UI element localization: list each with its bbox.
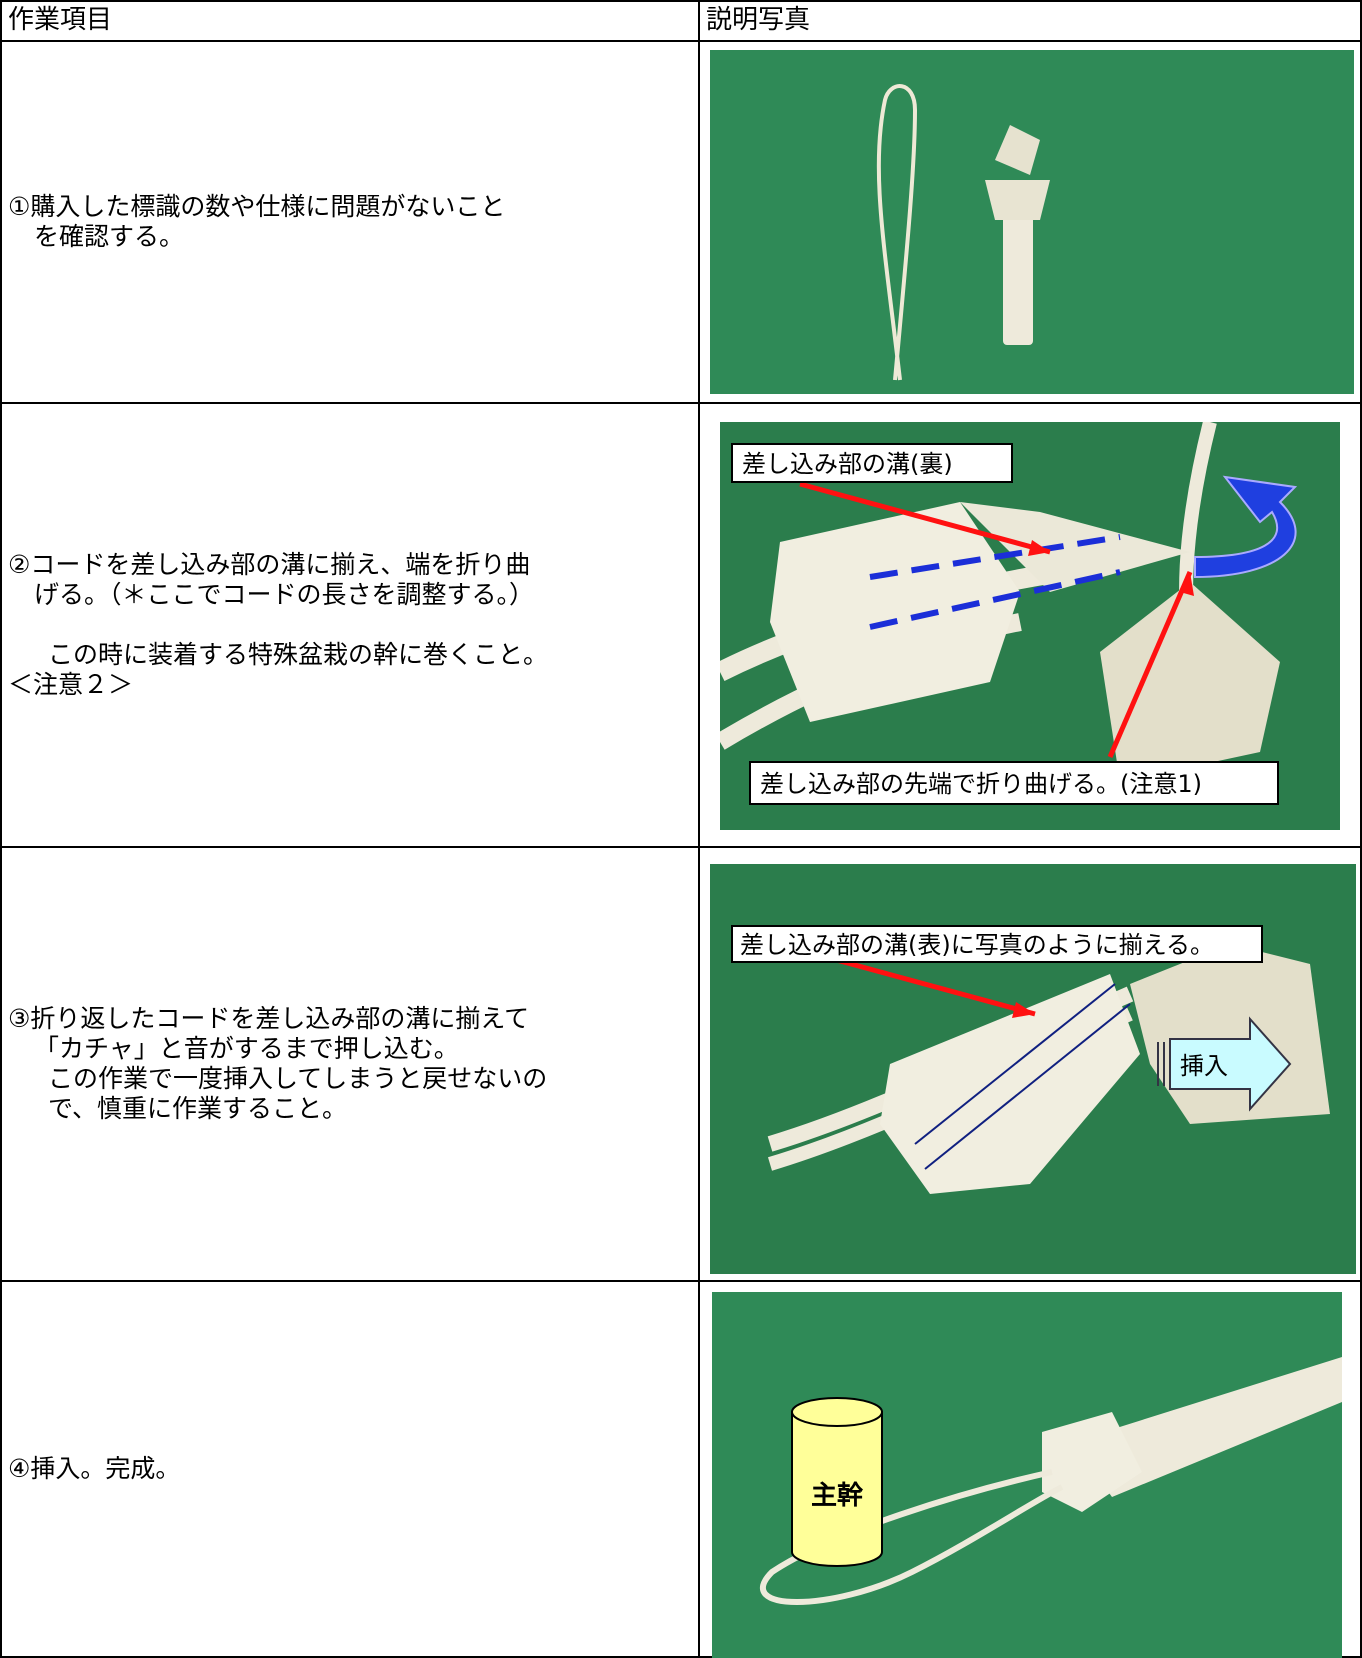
header-cell: 説明写真 — [698, 0, 1362, 42]
photo: 差し込み部の溝(裏) 差し込み部の先端で折り曲げる。(注意1) — [720, 422, 1340, 830]
text-cell: ③折り返したコードを差し込み部の溝に揃えて 「カチャ」と音がするまで押し込む。 … — [0, 846, 700, 1282]
text-line: ②コードを差し込み部の溝に揃え、端を折り曲 — [8, 550, 531, 579]
photo-label: 差し込み部の溝(表)に写真のように揃える。 — [740, 931, 1214, 959]
text-cell: ②コードを差し込み部の溝に揃え、端を折り曲 げる。（＊ここでコードの長さを調整す… — [0, 402, 700, 848]
photo-label: 挿入 — [1180, 1052, 1228, 1080]
header-cell: 作業項目 — [0, 0, 700, 42]
text-cell: ①購入した標識の数や仕様に問題がないこと を確認する。 — [0, 40, 700, 404]
text-line: で、慎重に作業すること。 — [48, 1094, 348, 1123]
text-line: ③折り返したコードを差し込み部の溝に揃えて — [8, 1004, 530, 1033]
photo-cell: 挿入 差し込み部の溝(表)に写真のように揃える。 — [698, 846, 1362, 1282]
photo: 挿入 差し込み部の溝(表)に写真のように揃える。 — [710, 864, 1356, 1274]
photo-label: 主幹 — [811, 1481, 864, 1511]
photo-label: 差し込み部の先端で折り曲げる。(注意1) — [760, 770, 1202, 798]
text-line: ④挿入。完成。 — [8, 1454, 181, 1483]
photo-cell: 差し込み部の溝(裏) 差し込み部の先端で折り曲げる。(注意1) — [698, 402, 1362, 848]
text-cell: ④挿入。完成。 — [0, 1280, 700, 1658]
text-line: げる。（＊ここでコードの長さを調整する。） — [34, 580, 535, 609]
photo — [710, 50, 1354, 394]
text-line: 「カチャ」と音がするまで押し込む。 — [34, 1034, 459, 1063]
photo-cell: 主幹 — [698, 1280, 1362, 1658]
text-line: を確認する。 — [34, 222, 185, 251]
header: 説明写真 — [706, 5, 811, 35]
text-line: ①購入した標識の数や仕様に問題がないこと — [8, 192, 506, 221]
header: 作業項目 — [8, 5, 113, 35]
text-line: この作業で一度挿入してしまうと戻せないの — [48, 1064, 548, 1093]
text-line: この時に装着する特殊盆栽の幹に巻くこと。 — [48, 640, 549, 669]
text-line: ＜注意２＞ — [8, 670, 134, 699]
photo-label: 差し込み部の溝(裏) — [742, 450, 953, 478]
photo: 主幹 — [712, 1292, 1342, 1658]
photo-cell — [698, 40, 1362, 404]
